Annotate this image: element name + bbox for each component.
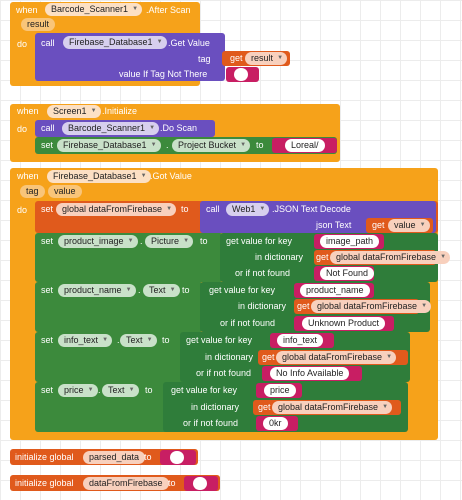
call-label: call xyxy=(41,38,55,48)
get-value-for-key-label: get value for key xyxy=(186,335,253,345)
do-label: do xyxy=(17,205,28,215)
get-label: get xyxy=(316,252,329,262)
set-label: set xyxy=(41,140,54,150)
component-dropdown[interactable]: info_text ▼ xyxy=(58,334,113,347)
get-label: get xyxy=(297,301,310,311)
property-dropdown[interactable]: Text ▼ xyxy=(120,334,157,347)
tag-socket-label: tag xyxy=(198,54,211,64)
json-text-label: json Text xyxy=(316,220,352,230)
event-name: .Initialize xyxy=(102,106,138,116)
not-found-value[interactable]: No Info Available xyxy=(270,367,350,380)
in-dictionary-label: in dictionary xyxy=(191,402,240,412)
component-dropdown[interactable]: Barcode_Scanner1 ▼ xyxy=(45,3,143,16)
get-label: get xyxy=(258,402,271,412)
property-dropdown[interactable]: Picture ▼ xyxy=(145,235,194,248)
in-dictionary-label: in dictionary xyxy=(205,352,254,362)
property-dropdown[interactable]: Text ▼ xyxy=(102,384,139,397)
set-label: set xyxy=(41,335,54,345)
set-label: set xyxy=(41,385,54,395)
key-value[interactable]: product_name xyxy=(300,284,370,297)
to-label: to xyxy=(256,140,264,150)
event-name: .After Scan xyxy=(146,5,191,15)
if-not-found-label: or if not found xyxy=(196,368,252,378)
when-label: when xyxy=(17,106,39,116)
init-label: initialize global xyxy=(15,478,74,488)
to-label: to xyxy=(145,385,153,395)
to-label: to xyxy=(162,335,170,345)
get-label: get xyxy=(230,53,243,63)
to-label: to xyxy=(200,236,208,246)
in-dictionary-label: in dictionary xyxy=(238,301,287,311)
db-dropdown[interactable]: Firebase_Database1 ▼ xyxy=(47,170,151,183)
dict-var-dropdown[interactable]: global dataFromFirebase ▼ xyxy=(276,351,397,364)
db-dropdown[interactable]: Firebase_Database1 ▼ xyxy=(57,139,161,152)
dict-var-dropdown[interactable]: global dataFromFirebase ▼ xyxy=(330,251,451,264)
to-label: to xyxy=(168,478,176,488)
empty-string-value[interactable] xyxy=(193,477,207,490)
screen-dropdown[interactable]: Screen1 ▼ xyxy=(47,105,101,118)
get-var-dropdown[interactable]: value ▼ xyxy=(388,219,430,232)
to-label: to xyxy=(144,452,152,462)
property-dropdown[interactable]: Text ▼ xyxy=(143,284,180,297)
not-found-value[interactable]: Unknown Product xyxy=(302,317,386,330)
global-var-dropdown[interactable]: global dataFromFirebase ▼ xyxy=(56,203,177,216)
key-value[interactable]: image_path xyxy=(320,235,380,248)
dot: . xyxy=(140,236,143,246)
param-tag[interactable]: tag xyxy=(20,185,45,198)
dict-var-dropdown[interactable]: global dataFromFirebase ▼ xyxy=(311,300,432,313)
key-value[interactable]: price xyxy=(264,384,296,397)
param-value[interactable]: value xyxy=(48,185,82,198)
component-dropdown[interactable]: product_name ▼ xyxy=(58,284,136,297)
property-dropdown[interactable]: Project Bucket ▼ xyxy=(172,139,251,152)
if-not-found-label: or if not found xyxy=(235,268,291,278)
param-result[interactable]: result xyxy=(21,18,56,31)
init-label: initialize global xyxy=(15,452,74,462)
set-label: set xyxy=(41,285,54,295)
get-label: get xyxy=(372,220,385,230)
event-name: .Got Value xyxy=(150,171,192,181)
call-label: call xyxy=(41,123,55,133)
text-value[interactable]: Loreal/ xyxy=(285,139,325,152)
get-var-dropdown[interactable]: result ▼ xyxy=(245,52,288,65)
get-value-for-key-label: get value for key xyxy=(226,236,293,246)
empty-string-value[interactable] xyxy=(234,68,248,81)
dict-var-dropdown[interactable]: global dataFromFirebase ▼ xyxy=(272,401,393,414)
web-dropdown[interactable]: Web1 ▼ xyxy=(226,203,270,216)
if-not-found-label: or if not found xyxy=(220,318,276,328)
dot: . xyxy=(98,385,101,395)
not-found-value[interactable]: 0kr xyxy=(263,417,288,430)
global-name-field[interactable]: parsed_data xyxy=(83,451,146,464)
do-label: do xyxy=(17,124,28,134)
component-dropdown[interactable]: product_image ▼ xyxy=(58,235,138,248)
when-label: when xyxy=(17,171,39,181)
key-value[interactable]: info_text xyxy=(277,334,324,347)
do-label: do xyxy=(17,39,28,49)
default-socket-label: value If Tag Not There xyxy=(119,69,208,79)
to-label: to xyxy=(182,285,190,295)
component-dropdown[interactable]: price ▼ xyxy=(58,384,98,397)
call-label: call xyxy=(206,204,220,214)
dot: . xyxy=(117,335,120,345)
in-dictionary-label: in dictionary xyxy=(255,252,304,262)
to-label: to xyxy=(181,204,189,214)
when-label: when xyxy=(16,5,38,15)
get-value-for-key-label: get value for key xyxy=(171,385,238,395)
dot: . xyxy=(166,140,169,150)
dot: . xyxy=(138,285,141,295)
set-label: set xyxy=(41,236,54,246)
method-label: .JSON Text Decode xyxy=(272,204,351,214)
not-found-value[interactable]: Not Found xyxy=(320,267,375,280)
set-label: set xyxy=(41,204,54,214)
global-name-field[interactable]: dataFromFirebase xyxy=(83,477,169,490)
if-not-found-label: or if not found xyxy=(183,418,239,428)
empty-string-value[interactable] xyxy=(170,451,184,464)
get-label: get xyxy=(262,352,275,362)
scanner-dropdown[interactable]: Barcode_Scanner1 ▼ xyxy=(62,122,160,135)
method-label: .Get Value xyxy=(168,38,210,48)
method-label: .Do Scan xyxy=(160,123,198,133)
get-value-for-key-label: get value for key xyxy=(209,285,276,295)
db-dropdown[interactable]: Firebase_Database1 ▼ xyxy=(63,36,167,49)
